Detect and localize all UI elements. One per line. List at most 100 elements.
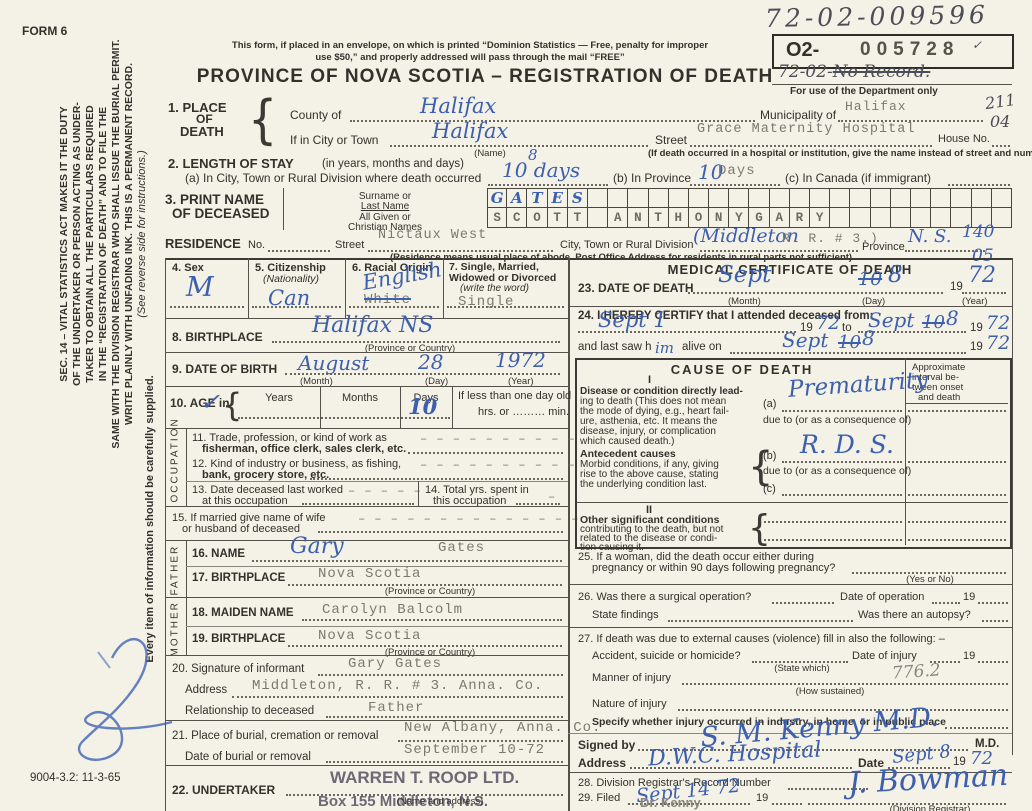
burial-place-value: New Albany, Anna. Co. — [404, 720, 602, 736]
dob-year-note: (Year) — [508, 376, 534, 387]
from-year-prefix: 19 — [800, 322, 813, 334]
s2a-label: (a) In City, Town or Rural Division wher… — [185, 171, 482, 185]
mother-birthplace-label: 19. BIRTHPLACE — [192, 633, 286, 645]
injury-date-label: Date of injury — [852, 650, 917, 662]
medical-certificate-title: MEDICAL CERTIFICATE OF DEATH — [667, 262, 913, 277]
street-value: Grace Maternity Hospital — [697, 122, 916, 137]
stamp-box-number: 005728 — [860, 39, 960, 60]
given-label-2: Christian Names — [348, 222, 422, 233]
s13-label-2: at this occupation — [202, 495, 288, 507]
citizenship-label-2: (Nationality) — [263, 273, 320, 285]
accident-label: Accident, suicide or homicide? — [592, 650, 741, 662]
letter-box — [830, 208, 851, 228]
other-conditions-label: Other significant conditions — [580, 514, 720, 526]
age-less-label-2: hrs. or ……… min. — [478, 406, 570, 418]
interval-header-3: tween onset — [912, 382, 964, 393]
no-record-note: 72-02-No Record. — [778, 62, 930, 82]
cause-of-death-box — [575, 358, 1012, 549]
s12-label-2: bank, grocery store, etc. — [202, 469, 330, 481]
reverse-side-note: (See reverse side for instructions.) — [136, 150, 148, 318]
letter-box: N — [628, 208, 649, 228]
ink-scribble — [77, 638, 173, 761]
birthplace-note: (Province or Country) — [364, 343, 456, 354]
province-value: N. S. — [908, 226, 952, 247]
mother-birthplace-value: Nova Scotia — [318, 628, 422, 644]
sec14-line: IN THE “REGISTRATION OF DEATH” AND TO FI… — [97, 106, 109, 382]
s2b-label: (b) In Province — [613, 171, 692, 185]
age-check-mark: ✓ — [200, 388, 221, 416]
letter-box — [991, 188, 1012, 208]
maiden-name-value: Carolyn Balcolm — [322, 602, 464, 618]
death-date-year-prefix: 19 — [950, 281, 963, 293]
dept-use-note: For use of the Department only — [790, 86, 938, 97]
mother-vertical-label: MOTHER — [169, 601, 181, 657]
letter-box: A — [507, 188, 528, 208]
age-days-label: Days — [413, 392, 439, 404]
last-month: Sept — [782, 328, 829, 352]
s26-year-prefix: 19 — [963, 591, 976, 603]
age-label: 10. AGE in — [170, 396, 230, 410]
sex-label: 4. Sex — [172, 262, 204, 274]
letter-box — [931, 188, 952, 208]
father-birthplace-note: (Province or Country) — [384, 586, 476, 597]
occupation-vertical-label: OCCUPATION — [169, 417, 181, 503]
residence-label: RESIDENCE — [165, 236, 241, 251]
given-label-1: All Given or — [359, 212, 411, 223]
s12-value: – – – – – – – – – – — [420, 458, 576, 472]
dept-code-top: 211 — [983, 89, 1017, 114]
burial-date-value: September 10-72 — [404, 742, 546, 758]
city-town-label: If in City or Town — [290, 133, 379, 147]
antecedent-line-3: the underlying condition last. — [580, 479, 707, 490]
s12-label-1: 12. Kind of industry or business, as fis… — [192, 458, 402, 470]
letter-box — [789, 188, 810, 208]
s11-label-2: fisherman, office clerk, sales clerk, et… — [202, 443, 407, 455]
letter-box — [951, 188, 972, 208]
father-name-typed: Gates — [438, 540, 486, 556]
s11-label-1: 11. Trade, profession, or kind of work a… — [192, 432, 387, 444]
death-month-note: (Month) — [728, 296, 761, 307]
s2c-label: (c) In Canada (if immigrant) — [785, 171, 932, 185]
last-saw-label: and last saw h — [578, 341, 652, 353]
age-months-label: Months — [341, 392, 379, 404]
letter-box: N — [709, 208, 730, 228]
s2a-value: 10 days — [502, 158, 581, 182]
father-vertical-label: FATHER — [169, 544, 181, 596]
alive-on-label: alive on — [682, 341, 722, 353]
cause-due-to-2: due to (or as a consequence of) — [763, 465, 912, 477]
division-registrar-note: (Division Registrar) — [889, 804, 971, 811]
residence-no-label: No. — [248, 239, 266, 251]
last-saw-him: im — [655, 339, 675, 357]
letter-box — [648, 188, 669, 208]
sex-value: M — [186, 272, 214, 303]
vital-statistics-act-note: SEC. 14 – VITAL STATISTICS ACT MAKES IT … — [58, 4, 136, 484]
father-name-hand: Gary — [290, 534, 344, 559]
province-label: Province — [862, 241, 905, 253]
undertaker-stamp-2: Box 155 Middleton, N.S. — [318, 793, 489, 810]
relationship-value: Father — [368, 700, 425, 716]
letter-box — [769, 188, 790, 208]
residence-code-1: 140 — [962, 222, 995, 242]
age-less-label-1: If less than one day old — [458, 390, 572, 402]
county-value: Halifax — [420, 94, 497, 118]
surname-label-1: Surname or — [358, 191, 412, 202]
sec14-line: SEC. 14 – VITAL STATISTICS ACT MAKES IT … — [58, 106, 70, 382]
s3-label-2: OF DECEASED — [172, 206, 270, 221]
to-month: Sept — [868, 308, 915, 332]
letter-box — [971, 208, 992, 228]
letter-box — [688, 188, 710, 208]
form-number: FORM 6 — [22, 24, 68, 38]
interval-header-1: Approximate — [912, 362, 966, 373]
residence-city-hand: (Middleton — [693, 225, 799, 247]
nature-label: Nature of injury — [592, 698, 667, 710]
sec14-line: TAKER TO OBTAIN ALL THE PARTICULARS REQU… — [84, 105, 96, 383]
letter-box — [850, 208, 871, 228]
sign-year-value: 72 — [970, 748, 993, 769]
autopsy-label: Was there an autopsy? — [858, 609, 971, 621]
letter-box — [991, 208, 1012, 228]
letter-box: Y — [810, 208, 831, 228]
dob-month: August — [298, 351, 370, 375]
letter-box — [587, 208, 609, 228]
hospital-note: (If death occurred in a hospital or inst… — [648, 148, 1032, 159]
letter-box: T — [547, 208, 568, 228]
